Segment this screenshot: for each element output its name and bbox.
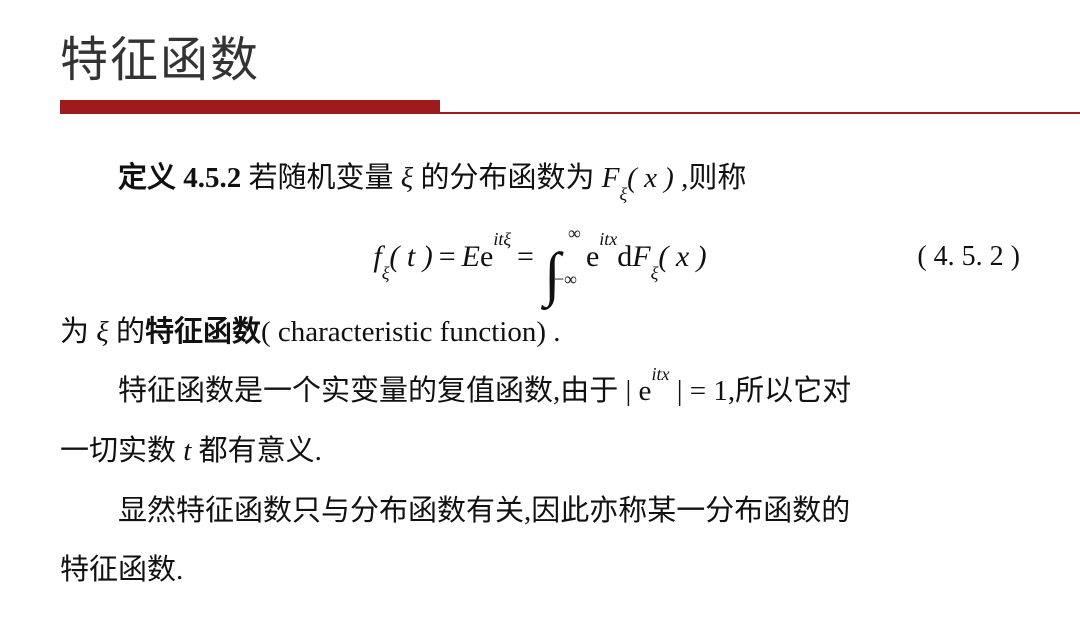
eq-F2-arg: ( x ) <box>658 240 706 273</box>
l2-mid: 的 <box>109 316 145 348</box>
def-F: F <box>602 162 620 194</box>
integral: ∫ ∞ −∞ <box>540 225 580 289</box>
line-2: 为 ξ 的特征函数( characteristic function) . <box>60 306 1020 360</box>
eq-exp2: itx <box>599 229 617 249</box>
p1c: 一切实数 <box>60 435 183 467</box>
eq-f: fξ( t ) <box>373 229 432 285</box>
def-text-after: ,则称 <box>674 162 747 194</box>
paragraph-1b: 一切实数 t 都有意义. <box>60 425 1020 479</box>
p1a: 特征函数是一个实变量的复值函数,由于 | e <box>118 375 651 407</box>
paragraph-2a: 显然特征函数只与分布函数有关,因此亦称某一分布函数的 <box>60 485 1020 539</box>
title-underline <box>60 100 440 114</box>
definition-line: 定义 4.5.2 若随机变量 ξ 的分布函数为 Fξ( x ) ,则称 <box>60 152 1020 206</box>
eq-e2: e <box>586 240 599 273</box>
eq-exp1: itξ <box>493 229 511 249</box>
eq-equals-2: = <box>517 229 534 285</box>
def-xi: ξ <box>401 162 413 194</box>
integral-lower: −∞ <box>554 263 577 296</box>
def-F-arg: ( x ) <box>627 162 674 194</box>
l2-bold: 特征函数 <box>145 316 261 348</box>
equation-row: fξ( t ) = Eeitξ = ∫ ∞ −∞ eitxdFξ( x ) ( … <box>60 222 1020 292</box>
equation: fξ( t ) = Eeitξ = ∫ ∞ −∞ eitxdFξ( x ) <box>373 225 706 289</box>
definition-label: 定义 4.5.2 <box>118 162 241 194</box>
p2b: 特征函数. <box>60 554 183 586</box>
eq-F2-sub: ξ <box>651 263 659 283</box>
paragraph-1a: 特征函数是一个实变量的复值函数,由于 | eitx | = 1,所以它对 <box>60 365 1020 419</box>
eq-integrand: eitxdFξ( x ) <box>586 229 707 285</box>
l2-paren: ( characteristic function) . <box>261 316 561 348</box>
eq-f-arg: ( t ) <box>389 240 432 273</box>
eq-f-sym: f <box>373 240 381 273</box>
p1d: 都有意义. <box>191 435 322 467</box>
l2-xi: ξ <box>96 316 108 348</box>
eq-equals-1: = <box>439 229 456 285</box>
eq-F2: F <box>632 240 650 273</box>
equation-number: ( 4. 5. 2 ) <box>917 231 1020 283</box>
def-text-mid: 的分布函数为 <box>413 162 602 194</box>
eq-d: d <box>617 240 632 273</box>
def-text-before: 若随机变量 <box>249 162 401 194</box>
p1-exp: itx <box>651 364 669 384</box>
slide-title: 特征函数 <box>0 0 1080 100</box>
p1b: | = 1,所以它对 <box>669 375 851 407</box>
eq-Ee: Eeitξ <box>462 229 511 285</box>
content-area: 定义 4.5.2 若随机变量 ξ 的分布函数为 Fξ( x ) ,则称 fξ( … <box>0 114 1080 598</box>
l2-pre: 为 <box>60 316 96 348</box>
def-F-sub: ξ <box>619 184 627 204</box>
paragraph-2b: 特征函数. <box>60 544 1020 598</box>
integral-upper: ∞ <box>568 217 581 250</box>
p2a: 显然特征函数只与分布函数有关,因此亦称某一分布函数的 <box>118 495 850 527</box>
eq-f-sub: ξ <box>382 263 390 283</box>
eq-E: E <box>462 240 480 273</box>
eq-e1: e <box>480 240 493 273</box>
